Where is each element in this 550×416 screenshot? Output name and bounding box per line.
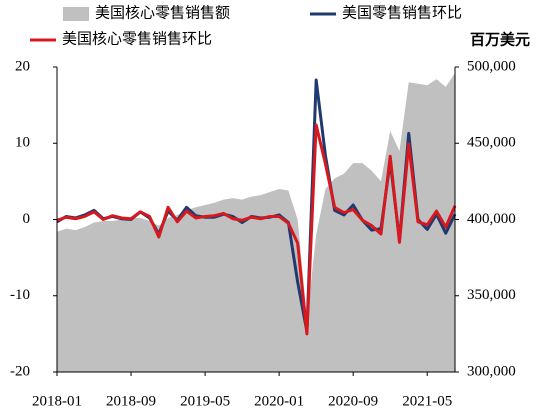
x-tick-label: 2020-01: [254, 393, 304, 409]
y-tick-label: -10: [10, 287, 30, 303]
x-tick-label: 2019-05: [180, 393, 230, 409]
y2-tick-label: 300,000: [467, 363, 516, 379]
y2-tick-label: 400,000: [467, 211, 516, 227]
x-tick-label: 2020-09: [328, 393, 378, 409]
y-tick-label: 20: [15, 58, 30, 74]
y-tick-label: 0: [23, 211, 31, 227]
y-tick-label: -20: [10, 363, 30, 379]
y2-tick-label: 500,000: [467, 58, 516, 74]
x-tick-label: 2021-05: [402, 393, 452, 409]
legend-swatch: [63, 7, 89, 21]
line: [56, 123, 457, 336]
area: [57, 73, 455, 372]
x-tick-label: 2018-09: [106, 393, 156, 409]
x-tick-label: 2018-01: [32, 393, 82, 409]
y2-tick-label: 450,000: [467, 135, 516, 151]
legend-label: 美国零售销售环比: [342, 4, 462, 21]
legend-label: 美国核心零售销售环比: [62, 30, 212, 47]
y2-tick-label: 350,000: [467, 287, 516, 303]
y2-axis-title: 百万美元: [470, 30, 530, 48]
y-tick-label: 10: [15, 135, 30, 151]
legend-label: 美国核心零售销售额: [95, 4, 230, 21]
